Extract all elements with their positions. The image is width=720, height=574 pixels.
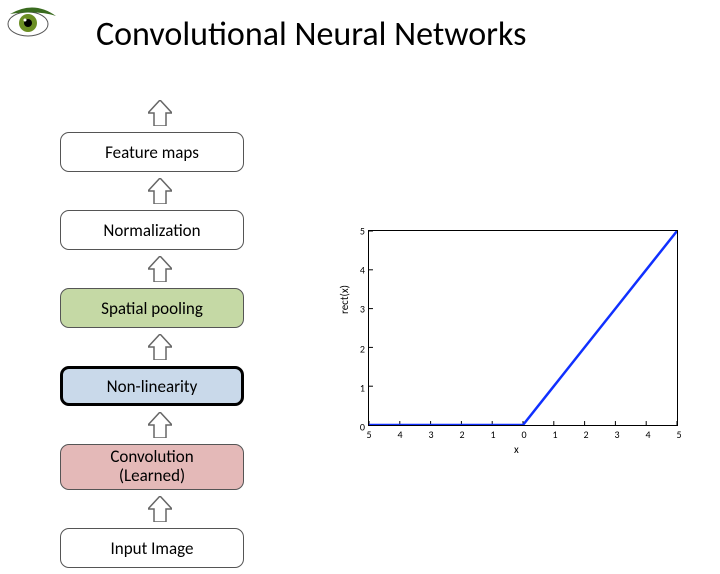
xtick-label: 3 bbox=[428, 428, 433, 441]
box-label2: (Learned) bbox=[119, 467, 185, 486]
up-arrow-icon bbox=[148, 178, 172, 204]
up-arrow-icon bbox=[148, 496, 172, 522]
up-arrow-icon bbox=[148, 100, 172, 126]
pipeline-box: Non-linearity bbox=[60, 366, 244, 406]
box-label: Feature maps bbox=[105, 142, 199, 163]
pipeline-box: Input Image bbox=[60, 528, 244, 568]
ytick-label: 3 bbox=[360, 303, 365, 316]
xtick-label: 5 bbox=[366, 428, 371, 441]
chart-ylabel: rect(x) bbox=[338, 285, 351, 314]
box-label: Non-linearity bbox=[107, 376, 198, 397]
eye-logo bbox=[4, 4, 58, 40]
box-label: Spatial pooling bbox=[101, 298, 203, 319]
ytick-label: 4 bbox=[360, 264, 365, 277]
pipeline-box: Spatial pooling bbox=[60, 288, 244, 328]
xtick-label: 4 bbox=[397, 428, 402, 441]
relu-chart: rect(x) x 54321012345012345 bbox=[340, 224, 688, 452]
pipeline-box: Normalization bbox=[60, 210, 244, 250]
ytick-label: 5 bbox=[360, 225, 365, 238]
xtick-label: 2 bbox=[583, 428, 588, 441]
xtick-label: 2 bbox=[459, 428, 464, 441]
pipeline: Feature maps Normalization Spatial pooli… bbox=[60, 100, 260, 574]
up-arrow-icon bbox=[148, 334, 172, 360]
page-title: Convolutional Neural Networks bbox=[96, 14, 526, 55]
box-label: Normalization bbox=[103, 220, 200, 241]
chart-area: 54321012345012345 bbox=[368, 230, 678, 426]
xtick-label: 1 bbox=[490, 428, 495, 441]
xtick-label: 0 bbox=[521, 428, 526, 441]
up-arrow-icon bbox=[148, 412, 172, 438]
xtick-label: 5 bbox=[676, 428, 681, 441]
pipeline-box: Convolution(Learned) bbox=[60, 444, 244, 490]
ytick-label: 0 bbox=[360, 421, 365, 434]
up-arrow-icon bbox=[148, 256, 172, 282]
chart-xlabel: x bbox=[514, 443, 519, 456]
xtick-label: 3 bbox=[614, 428, 619, 441]
chart-svg bbox=[369, 231, 677, 425]
pipeline-box: Feature maps bbox=[60, 132, 244, 172]
xtick-label: 4 bbox=[645, 428, 650, 441]
ytick-label: 1 bbox=[360, 381, 365, 394]
xtick-label: 1 bbox=[552, 428, 557, 441]
ytick-label: 2 bbox=[360, 342, 365, 355]
box-label: Input Image bbox=[111, 538, 194, 559]
